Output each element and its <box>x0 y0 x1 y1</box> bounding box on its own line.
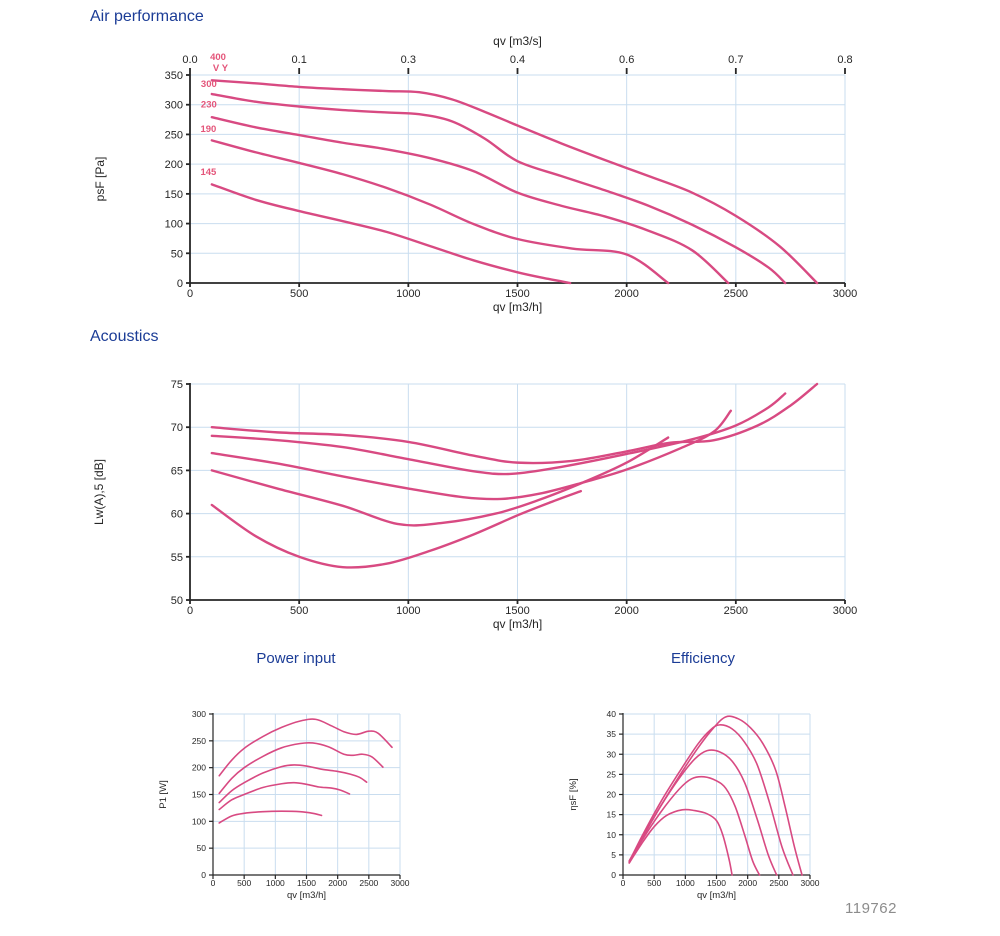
svg-text:70: 70 <box>171 422 183 434</box>
svg-text:0: 0 <box>187 288 193 300</box>
svg-text:3000: 3000 <box>391 878 410 888</box>
svg-text:qv [m3/h]: qv [m3/h] <box>697 890 736 901</box>
svg-text:0: 0 <box>621 878 626 888</box>
svg-text:0.3: 0.3 <box>401 54 416 66</box>
svg-text:2000: 2000 <box>738 878 757 888</box>
svg-text:2000: 2000 <box>328 878 347 888</box>
svg-text:15: 15 <box>607 810 617 820</box>
svg-text:35: 35 <box>607 729 617 739</box>
svg-text:65: 65 <box>171 465 183 477</box>
svg-text:qv [m3/h]: qv [m3/h] <box>493 300 542 314</box>
document-id: 119762 <box>845 900 897 917</box>
svg-text:0: 0 <box>201 870 206 880</box>
svg-text:ηsF [%]: ηsF [%] <box>568 778 579 810</box>
svg-text:350: 350 <box>165 70 183 82</box>
svg-text:500: 500 <box>290 288 308 300</box>
svg-text:20: 20 <box>607 790 617 800</box>
svg-text:100: 100 <box>192 816 206 826</box>
svg-text:50: 50 <box>171 248 183 260</box>
svg-text:qv [m3/h]: qv [m3/h] <box>287 890 326 901</box>
svg-text:1500: 1500 <box>505 605 529 617</box>
svg-text:3000: 3000 <box>833 605 857 617</box>
svg-text:190: 190 <box>200 124 216 135</box>
acoustics-title: Acoustics <box>90 328 159 345</box>
svg-text:100: 100 <box>165 219 183 231</box>
svg-text:0: 0 <box>177 278 183 290</box>
svg-text:1000: 1000 <box>396 288 420 300</box>
svg-text:60: 60 <box>171 509 183 521</box>
svg-text:25: 25 <box>607 769 617 779</box>
power-input-title: Power input <box>256 650 336 667</box>
svg-text:2500: 2500 <box>769 878 788 888</box>
svg-text:50: 50 <box>171 595 183 607</box>
svg-text:2500: 2500 <box>724 605 748 617</box>
svg-text:150: 150 <box>165 189 183 201</box>
svg-text:200: 200 <box>192 763 206 773</box>
svg-text:2500: 2500 <box>359 878 378 888</box>
svg-text:1000: 1000 <box>676 878 695 888</box>
svg-text:2000: 2000 <box>614 288 638 300</box>
air-performance-title: Air performance <box>90 8 204 25</box>
svg-text:500: 500 <box>237 878 251 888</box>
svg-text:230: 230 <box>201 100 217 111</box>
svg-text:0.7: 0.7 <box>728 54 743 66</box>
svg-text:150: 150 <box>192 790 206 800</box>
svg-text:0.4: 0.4 <box>510 54 525 66</box>
svg-text:psF [Pa]: psF [Pa] <box>93 157 107 202</box>
svg-text:0.8: 0.8 <box>837 54 852 66</box>
svg-text:145: 145 <box>200 167 217 178</box>
power-input-chart: 0 500 1000 1500 2000 2500 3000 0 50 100 150 200 250 3… <box>158 709 410 901</box>
air-performance-chart: 0 500 1000 1500 2000 2500 3000 0 50 100 150 200 250 3… <box>93 34 857 314</box>
svg-text:75: 75 <box>171 379 183 391</box>
svg-text:500: 500 <box>290 605 308 617</box>
svg-text:qv [m3/h]: qv [m3/h] <box>493 617 542 631</box>
svg-text:0: 0 <box>187 605 193 617</box>
svg-text:1000: 1000 <box>396 605 420 617</box>
svg-text:0.0: 0.0 <box>182 54 197 66</box>
svg-text:300: 300 <box>201 79 217 90</box>
svg-text:10: 10 <box>607 830 617 840</box>
svg-text:0: 0 <box>611 870 616 880</box>
svg-text:500: 500 <box>647 878 661 888</box>
svg-text:1500: 1500 <box>297 878 316 888</box>
svg-text:1000: 1000 <box>266 878 285 888</box>
svg-text:1500: 1500 <box>707 878 726 888</box>
svg-text:3000: 3000 <box>801 878 820 888</box>
svg-text:300: 300 <box>192 709 206 719</box>
svg-text:5: 5 <box>611 850 616 860</box>
svg-text:qv [m3/s]: qv [m3/s] <box>493 34 542 48</box>
svg-text:200: 200 <box>165 159 183 171</box>
acoustics-chart: 0 500 1000 1500 2000 2500 3000 50 55 60 65 70 75 qv [… <box>92 379 857 631</box>
svg-text:40: 40 <box>607 709 617 719</box>
svg-text:2500: 2500 <box>724 288 748 300</box>
svg-text:250: 250 <box>192 736 206 746</box>
svg-text:0.1: 0.1 <box>292 54 307 66</box>
svg-text:P1 [W]: P1 [W] <box>158 780 169 809</box>
efficiency-chart: 0 500 1000 1500 2000 2500 3000 0 5 10 15 20 25 30 35 40… <box>568 709 820 901</box>
svg-text:50: 50 <box>197 843 207 853</box>
svg-text:30: 30 <box>607 749 617 759</box>
svg-text:250: 250 <box>165 129 183 141</box>
svg-text:0: 0 <box>211 878 216 888</box>
svg-text:2000: 2000 <box>614 605 638 617</box>
svg-text:300: 300 <box>165 100 183 112</box>
efficiency-title: Efficiency <box>671 650 735 667</box>
svg-text:400: 400 <box>210 52 226 63</box>
svg-text:Lw(A),5 [dB]: Lw(A),5 [dB] <box>92 459 106 525</box>
svg-text:55: 55 <box>171 552 183 564</box>
svg-text:3000: 3000 <box>833 288 857 300</box>
svg-text:0.6: 0.6 <box>619 54 634 66</box>
svg-text:1500: 1500 <box>505 288 529 300</box>
svg-text:V Y: V Y <box>213 63 229 74</box>
